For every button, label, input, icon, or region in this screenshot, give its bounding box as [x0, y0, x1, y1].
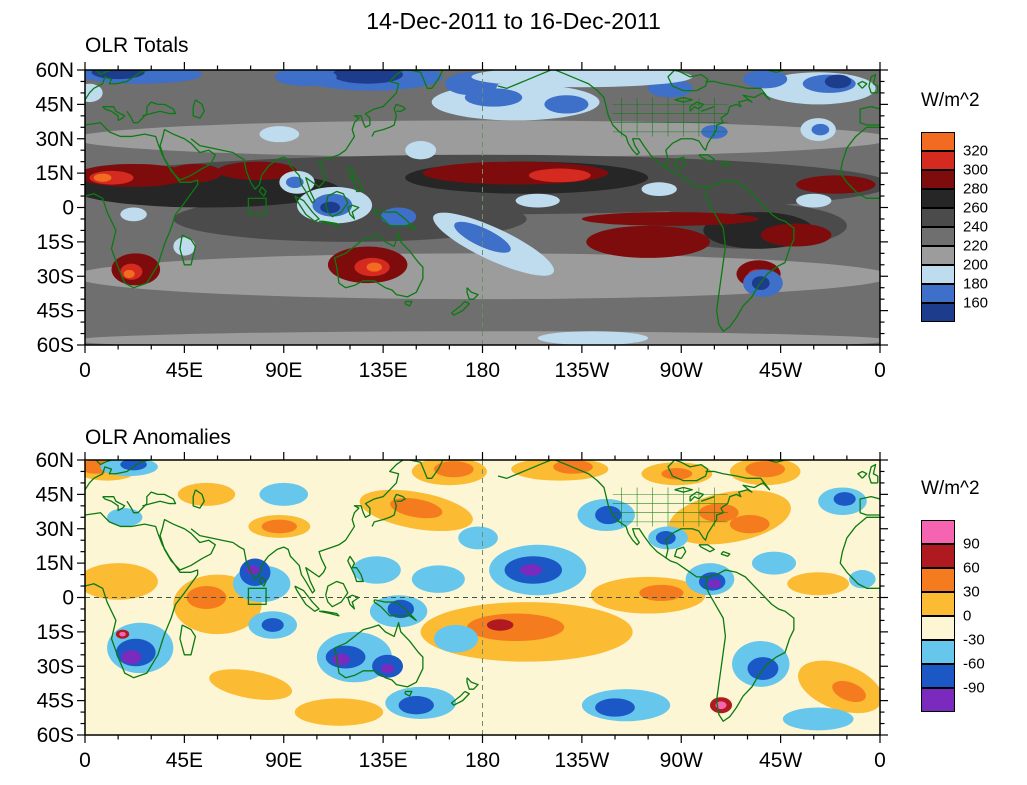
y-tick-label: 15N [35, 162, 74, 185]
colorbar-segment [921, 616, 955, 640]
colorbar-segment [921, 592, 955, 616]
colorbar-tick-label: 180 [963, 275, 989, 293]
map-field [85, 70, 880, 345]
olr-anomalies-map: 0 45E 90E 135E 180 135W 90W 45W 0 60N 45N 30N 15N 0 15… [35, 450, 888, 772]
x-tick-label: 0 [79, 749, 91, 772]
coastlines [85, 460, 880, 722]
colorbar-totals-scale: 320 300 280 260 240 220 200 180 160 [921, 132, 988, 322]
y-tick-label: 15S [37, 621, 74, 644]
y-tick-label: 45N [35, 93, 74, 116]
colorbar-tick-label: 60 [963, 559, 980, 577]
roi-box [247, 587, 267, 606]
colorbar-tick-label: 0 [963, 607, 972, 625]
y-tick-label: 60S [37, 334, 74, 357]
y-tick-label: 0 [62, 197, 74, 220]
colorbar-segment [921, 688, 955, 712]
y-tick-label: 30S [37, 265, 74, 288]
x-tick-label: 0 [874, 359, 886, 382]
x-tick-label: 90W [660, 749, 703, 772]
y-tick-label: 15N [35, 552, 74, 575]
colorbar-tick-label: 90 [963, 535, 980, 553]
x-tick-label: 90E [265, 749, 302, 772]
colorbar-tick-label: 300 [963, 161, 989, 179]
colorbar-tick-label: -90 [963, 679, 985, 697]
colorbar-tick-label: -30 [963, 631, 985, 649]
x-tick-label: 135W [554, 359, 609, 382]
y-tick-label: 60N [35, 60, 74, 82]
axis-labels: 0 45E 90E 135E 180 135W 90W 45W 0 60N 45N 30N 15N 0 15… [35, 450, 885, 772]
x-tick-label: 45W [759, 359, 802, 382]
x-tick-label: 135E [359, 359, 408, 382]
colorbar-segment [921, 265, 955, 284]
colorbar-segment [921, 170, 955, 189]
colorbar-tick-label: 160 [963, 294, 989, 312]
x-tick-label: 0 [79, 359, 91, 382]
y-tick-label: 45N [35, 483, 74, 506]
colorbar-segment [921, 640, 955, 664]
colorbar-anomalies-scale: 90 60 30 0 -30 -60 -90 [921, 520, 985, 712]
colorbar-tick-label: 240 [963, 218, 989, 236]
colorbar-anomalies-title: W/m^2 [921, 478, 980, 499]
y-tick-label: 60S [37, 724, 74, 747]
x-tick-label: 90E [265, 359, 302, 382]
colorbar-segment [921, 132, 955, 151]
colorbar-anomalies: W/m^2 90 60 30 0 -30 -60 -90 [921, 478, 1021, 712]
y-tick-label: 45S [37, 690, 74, 713]
axis-ticks [77, 62, 888, 353]
y-tick-label: 45S [37, 300, 74, 323]
colorbar-segment [921, 303, 955, 322]
x-tick-label: 0 [874, 749, 886, 772]
colorbar-segment [921, 664, 955, 688]
us-state-borders [612, 487, 728, 527]
axis-ticks [77, 452, 888, 743]
x-tick-label: 180 [465, 359, 500, 382]
colorbar-tick-label: 200 [963, 256, 989, 274]
map-field [85, 460, 880, 735]
colorbar-tick-label: -60 [963, 655, 985, 673]
colorbar-tick-label: 280 [963, 180, 989, 198]
colorbar-segment [921, 189, 955, 208]
colorbar-totals-title: W/m^2 [921, 90, 980, 111]
roi-box [247, 197, 267, 216]
colorbar-segment [921, 246, 955, 265]
y-tick-label: 0 [62, 587, 74, 610]
colorbar-tick-label: 260 [963, 199, 989, 217]
y-tick-label: 30S [37, 655, 74, 678]
axis-labels: 0 45E 90E 135E 180 135W 90W 45W 0 60N 45N 30N 15N 0 15… [35, 60, 885, 382]
colorbar-totals: W/m^2 320 300 280 260 240 220 200 180 160 [921, 90, 1021, 322]
x-tick-label: 45W [759, 749, 802, 772]
colorbar-segment [921, 568, 955, 592]
colorbar-segment [921, 544, 955, 568]
olr-totals-map: 0 45E 90E 135E 180 135W 90W 45W 0 60N 45N 30N 15N 0 15… [35, 60, 888, 382]
colorbar-tick-label: 220 [963, 237, 989, 255]
panel-title-olr-totals: OLR Totals [85, 34, 189, 57]
y-tick-label: 30N [35, 128, 74, 151]
panel-title-olr-anomalies: OLR Anomalies [85, 426, 231, 449]
y-tick-label: 30N [35, 518, 74, 541]
colorbar-tick-label: 30 [963, 583, 980, 601]
y-tick-label: 60N [35, 450, 74, 472]
us-state-borders [612, 97, 728, 137]
x-tick-label: 45E [166, 359, 203, 382]
colorbar-segment [921, 151, 955, 170]
colorbar-segment [921, 520, 955, 544]
y-tick-label: 15S [37, 231, 74, 254]
x-tick-label: 45E [166, 749, 203, 772]
colorbar-segment [921, 208, 955, 227]
x-tick-label: 135W [554, 749, 609, 772]
colorbar-tick-label: 320 [963, 142, 989, 160]
colorbar-segment [921, 284, 955, 303]
colorbar-segment [921, 227, 955, 246]
x-tick-label: 135E [359, 749, 408, 772]
x-tick-label: 180 [465, 749, 500, 772]
figure-title: 14-Dec-2011 to 16-Dec-2011 [366, 8, 661, 34]
x-tick-label: 90W [660, 359, 703, 382]
coastlines [85, 70, 880, 332]
